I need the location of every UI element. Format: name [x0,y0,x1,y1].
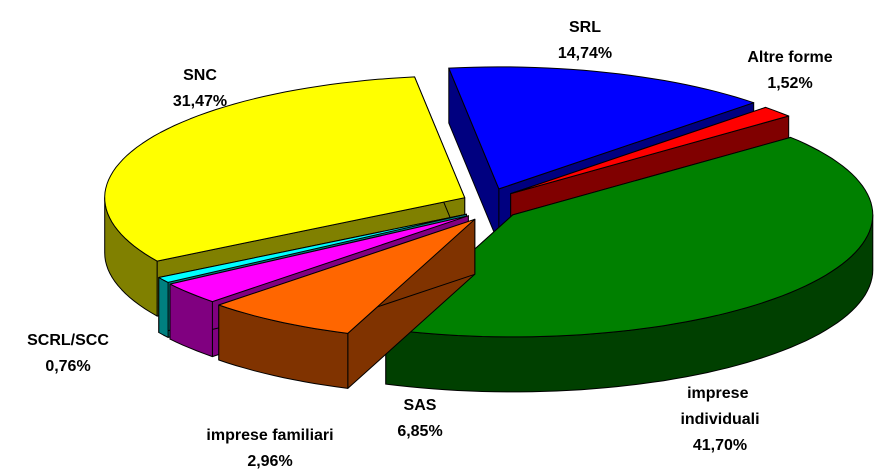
slice [218,218,476,334]
slice [158,213,467,283]
slice-label: SRL [569,19,601,36]
slice-value-label: 6,85% [397,423,442,440]
slice-label: Altre forme [747,49,832,66]
slice-value-label: 31,47% [173,93,227,110]
slice-side [158,277,169,338]
slice [448,66,755,190]
slice-value-label: 41,70% [693,437,747,454]
slice-value-label: 2,96% [247,453,292,470]
slice-value-label: 0,76% [45,358,90,375]
slice-label: imprese individuali [680,385,759,428]
slice-label: SCRL/SCC [27,332,109,349]
slice-value-label: 14,74% [558,45,612,62]
slice [510,106,790,195]
slice [104,76,466,262]
slice-label: SAS [404,397,437,414]
slice-value-label: 1,52% [767,75,812,92]
slice [169,215,469,303]
slice-label: SNC [183,67,217,84]
slice-label: imprese familiari [206,427,333,444]
slice [385,136,874,338]
